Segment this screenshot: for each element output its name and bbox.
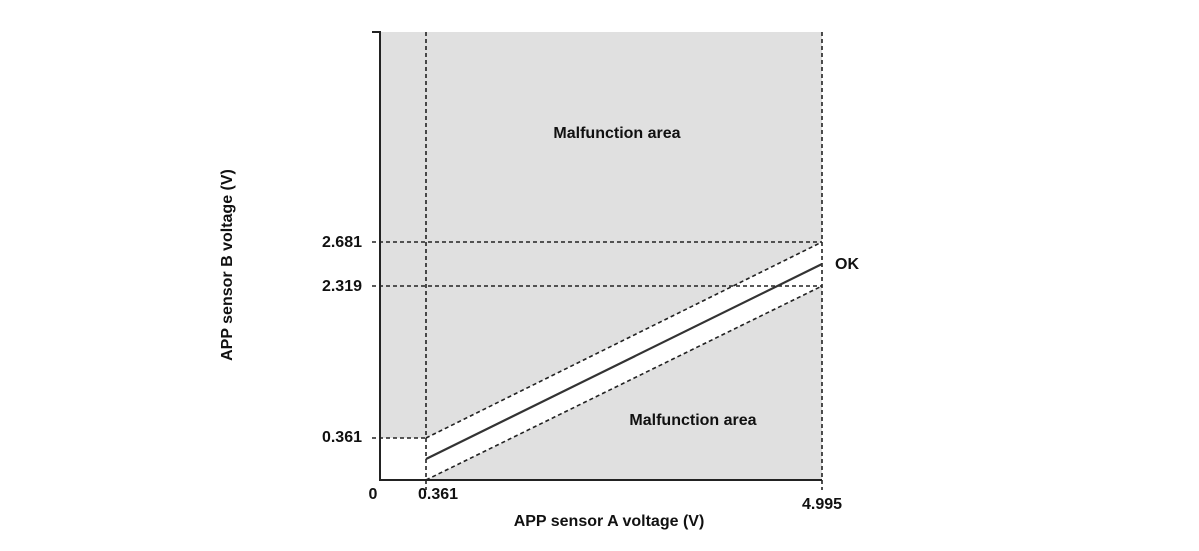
low-corner (380, 438, 426, 480)
origin-label: 0 (369, 486, 378, 503)
region-label: Malfunction area (553, 125, 680, 142)
y-tick-label: 0.361 (322, 429, 362, 446)
malfunction-fill (380, 32, 822, 480)
region-label: Malfunction area (629, 412, 756, 429)
x-tick-label: 0.361 (418, 486, 458, 503)
band-upper (425, 241, 823, 439)
band-lower (425, 285, 823, 481)
x-axis-label: APP sensor A voltage (V) (514, 513, 705, 530)
band-label: OK (835, 256, 859, 273)
y-tick-label: 2.319 (322, 278, 362, 295)
nominal-line (425, 263, 823, 460)
axes (372, 31, 822, 481)
y-axis-label: APP sensor B voltage (V) (219, 169, 236, 361)
x-tick-label: 4.995 (802, 496, 842, 513)
y-tick-label: 2.681 (322, 234, 362, 251)
